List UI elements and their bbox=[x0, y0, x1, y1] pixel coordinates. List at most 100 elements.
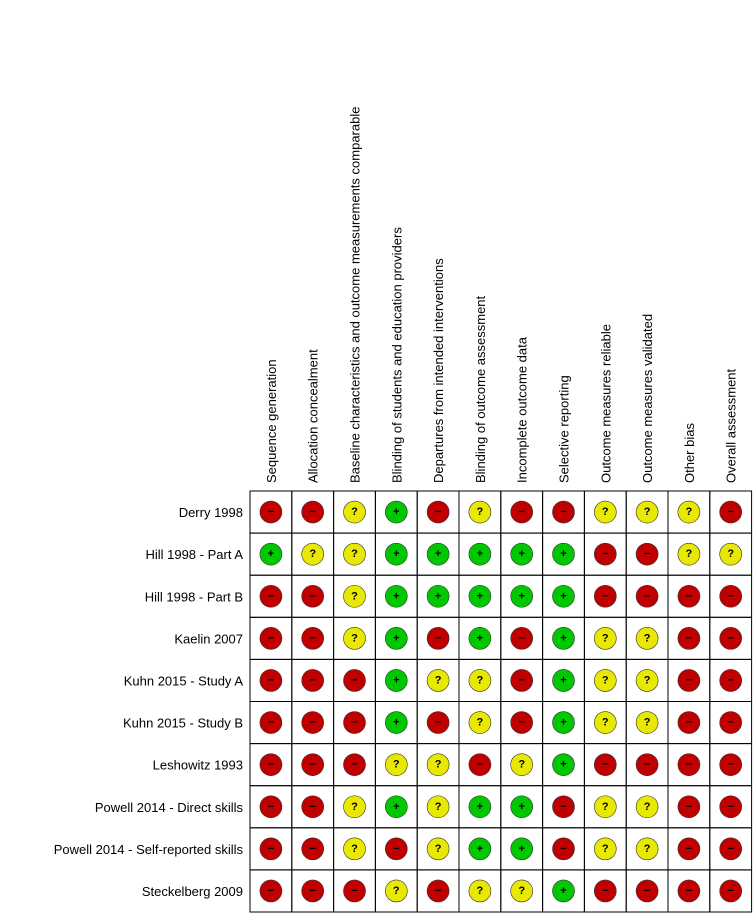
judgement-symbol: − bbox=[393, 843, 399, 855]
judgement-dot bbox=[593, 879, 617, 903]
judgement-dot bbox=[635, 584, 659, 608]
judgement-symbol: − bbox=[518, 632, 524, 644]
judgement-symbol: ? bbox=[518, 885, 525, 897]
judgement-dot bbox=[468, 879, 492, 903]
judgement-symbol: − bbox=[309, 717, 315, 729]
judgement-dot bbox=[426, 669, 450, 692]
judgement-dot bbox=[510, 795, 534, 819]
judgement-dot bbox=[468, 627, 492, 650]
judgement-dot bbox=[593, 542, 617, 566]
judgement-dot bbox=[552, 627, 575, 650]
judgement-dot bbox=[301, 500, 325, 524]
column-header: Selective reporting bbox=[557, 375, 572, 483]
judgement-dot bbox=[384, 753, 408, 776]
judgement-symbol: ? bbox=[435, 759, 442, 771]
judgement-symbol: + bbox=[518, 590, 524, 602]
judgement-dot bbox=[552, 711, 575, 734]
judgement-symbol: − bbox=[309, 801, 315, 813]
judgement-symbol: ? bbox=[309, 548, 316, 560]
judgement-symbol: ? bbox=[351, 506, 358, 518]
judgement-symbol: ? bbox=[644, 632, 651, 644]
row-label: Kuhn 2015 - Study A bbox=[124, 673, 244, 688]
judgement-dot bbox=[635, 837, 659, 861]
judgement-symbol: ? bbox=[686, 548, 693, 560]
judgement-dot bbox=[719, 753, 743, 776]
judgement-dot bbox=[384, 584, 408, 608]
judgement-dot bbox=[384, 500, 408, 524]
judgement-dot bbox=[343, 627, 366, 650]
judgement-dot bbox=[552, 584, 575, 608]
judgement-symbol: − bbox=[727, 843, 733, 855]
judgement-symbol: − bbox=[268, 759, 274, 771]
judgement-dot bbox=[552, 669, 575, 692]
judgement-symbol: ? bbox=[435, 801, 442, 813]
judgement-symbol: − bbox=[268, 717, 274, 729]
judgement-dot bbox=[552, 795, 575, 819]
judgement-dot bbox=[635, 879, 659, 903]
judgement-symbol: − bbox=[477, 759, 483, 771]
judgement-symbol: + bbox=[268, 548, 274, 560]
judgement-dot bbox=[301, 542, 325, 566]
judgement-dot bbox=[510, 627, 534, 650]
judgement-symbol: ? bbox=[602, 843, 609, 855]
judgement-dot bbox=[510, 753, 534, 776]
judgement-symbol: ? bbox=[393, 759, 400, 771]
row-label: Kaelin 2007 bbox=[174, 631, 243, 646]
judgement-dot bbox=[384, 795, 408, 819]
judgement-symbol: − bbox=[686, 590, 692, 602]
judgement-symbol: − bbox=[727, 506, 733, 518]
judgement-dot bbox=[259, 627, 283, 650]
judgement-dot bbox=[510, 584, 534, 608]
judgement-dot bbox=[635, 542, 659, 566]
judgement-dot bbox=[593, 837, 617, 861]
judgement-dot bbox=[635, 795, 659, 819]
judgement-dot bbox=[719, 584, 743, 608]
column-header: Baseline characteristics and outcome mea… bbox=[348, 107, 363, 483]
column-header: Other bias bbox=[682, 423, 697, 483]
judgement-symbol: ? bbox=[393, 885, 400, 897]
judgement-symbol: + bbox=[393, 632, 399, 644]
column-header: Incomplete outcome data bbox=[515, 336, 530, 483]
judgement-dot bbox=[677, 837, 701, 861]
judgement-dot bbox=[343, 753, 366, 776]
judgement-dot bbox=[677, 500, 701, 524]
judgement-symbol: + bbox=[435, 590, 441, 602]
judgement-dot bbox=[635, 669, 659, 692]
judgement-symbol: − bbox=[602, 759, 608, 771]
judgement-symbol: − bbox=[727, 885, 733, 897]
judgement-symbol: + bbox=[477, 548, 483, 560]
judgement-dot bbox=[301, 837, 325, 861]
judgement-symbol: ? bbox=[477, 885, 484, 897]
judgement-dot bbox=[259, 753, 283, 776]
judgement-symbol: − bbox=[644, 759, 650, 771]
judgement-symbol: ? bbox=[518, 759, 525, 771]
judgement-symbol: + bbox=[477, 632, 483, 644]
judgement-symbol: − bbox=[727, 590, 733, 602]
row-label: Hill 1998 - Part A bbox=[145, 547, 243, 562]
judgement-dot bbox=[259, 542, 283, 566]
judgement-symbol: − bbox=[644, 590, 650, 602]
judgement-symbol: − bbox=[309, 632, 315, 644]
judgement-symbol: − bbox=[560, 506, 566, 518]
row-label: Kuhn 2015 - Study B bbox=[123, 716, 243, 731]
judgement-symbol: + bbox=[393, 717, 399, 729]
judgement-dot bbox=[719, 837, 743, 861]
judgement-symbol: − bbox=[309, 506, 315, 518]
judgement-symbol: − bbox=[351, 674, 357, 686]
judgement-symbol: ? bbox=[477, 506, 484, 518]
judgement-dot bbox=[719, 542, 743, 566]
row-label: Hill 1998 - Part B bbox=[145, 589, 243, 604]
judgement-dot bbox=[677, 879, 701, 903]
judgement-dot bbox=[259, 795, 283, 819]
judgement-dot bbox=[677, 584, 701, 608]
judgement-dot bbox=[468, 837, 492, 861]
judgement-dot bbox=[677, 711, 701, 734]
judgement-symbol: − bbox=[686, 885, 692, 897]
judgement-symbol: − bbox=[351, 759, 357, 771]
judgement-dot bbox=[468, 795, 492, 819]
judgement-symbol: ? bbox=[644, 843, 651, 855]
judgement-symbol: + bbox=[560, 674, 566, 686]
judgement-symbol: − bbox=[518, 506, 524, 518]
judgement-symbol: − bbox=[435, 506, 441, 518]
judgement-dot bbox=[426, 627, 450, 650]
